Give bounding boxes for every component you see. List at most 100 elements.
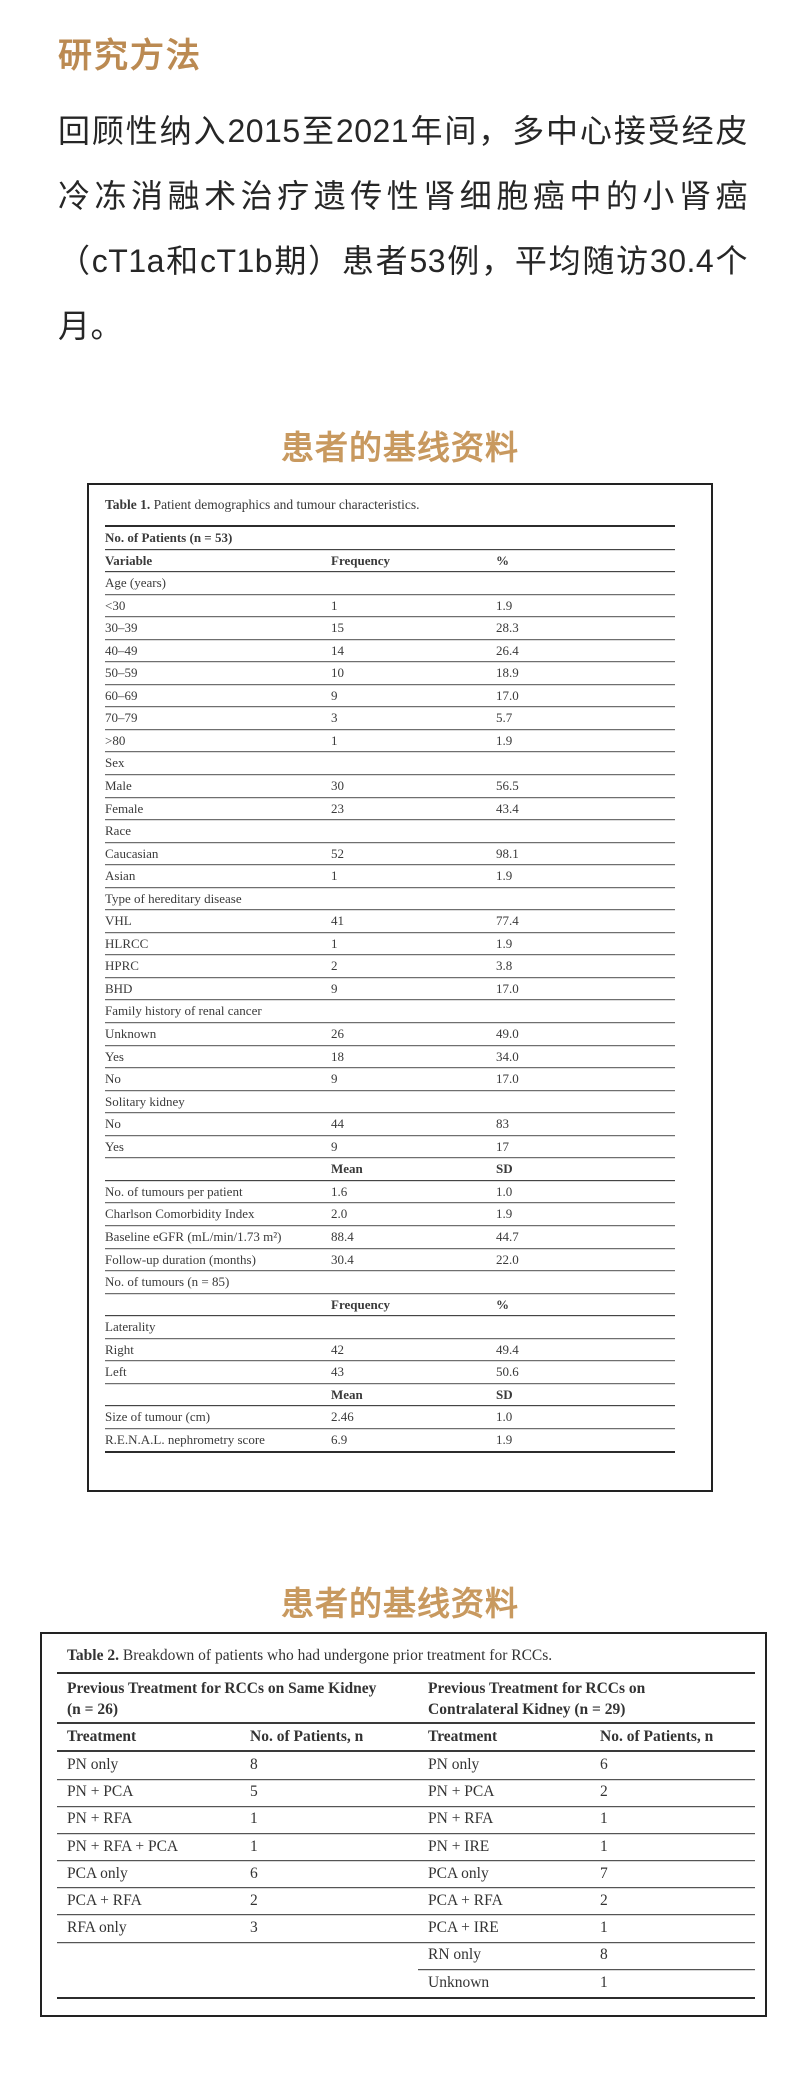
- table1-cell: [496, 1271, 675, 1293]
- section-heading-baseline-1: 患者的基线资料: [281, 429, 519, 466]
- table2-row: PN + RFA 1 PN + RFA 1: [57, 1806, 755, 1834]
- table2-cell: 2: [240, 1888, 418, 1916]
- table1-cell: 3: [331, 710, 338, 726]
- table2-cell: 6: [240, 1861, 418, 1889]
- table1-cell: 17.0: [496, 687, 519, 703]
- table1-cell: >80: [105, 732, 126, 748]
- table2-cell: RFA only: [57, 1915, 240, 1943]
- table1-cell: 30: [331, 778, 344, 794]
- table1-cell: Male: [105, 778, 132, 794]
- table1-row: Mean SD: [105, 1384, 675, 1407]
- table1-row: Right 42 49.4: [105, 1339, 675, 1362]
- table1-cell: 17: [496, 1138, 509, 1154]
- table1-cell: 77.4: [496, 913, 519, 929]
- table1-cell: [331, 1316, 496, 1338]
- table1-cell: [331, 1091, 496, 1113]
- table1-row: No. of tumours per patient 1.6 1.0: [105, 1181, 675, 1204]
- table1-row: R.E.N.A.L. nephrometry score 6.9 1.9: [105, 1429, 675, 1452]
- table1-cell: 5.7: [496, 710, 513, 726]
- table1-cell: Charlson Comorbidity Index: [105, 1206, 255, 1222]
- table1-cell: %: [496, 552, 509, 568]
- table2-group-header-row: Previous Treatment for RCCs on Same Kidn…: [57, 1674, 755, 1724]
- table1-cell: Female: [105, 800, 144, 816]
- table1-cell: 83: [496, 1116, 509, 1132]
- table1-row: No 9 17.0: [105, 1068, 675, 1091]
- table1-cell: 2.46: [331, 1409, 354, 1425]
- table1-cell: 3.8: [496, 958, 513, 974]
- table1-cell: 1.9: [496, 1431, 513, 1447]
- table1-cell: Family history of renal cancer: [105, 1003, 262, 1019]
- table1-cell: Age (years): [105, 575, 166, 591]
- table2-cell: PN only: [57, 1752, 240, 1780]
- table1-cell: 50.6: [496, 1364, 519, 1380]
- table1-cell: %: [496, 1296, 509, 1312]
- table1-row: 70–79 3 5.7: [105, 707, 675, 730]
- table1-cell: [331, 527, 496, 549]
- table1-row: No. of Patients (n = 53): [105, 527, 675, 550]
- table1-cell: 44: [331, 1116, 344, 1132]
- table1-row: Solitary kidney: [105, 1091, 675, 1114]
- table1-row: Asian 1 1.9: [105, 865, 675, 888]
- table1-row: Caucasian 52 98.1: [105, 843, 675, 866]
- table1-row: Unknown 26 49.0: [105, 1023, 675, 1046]
- table1-cell: 1.0: [496, 1409, 513, 1425]
- table1-cell: 1.6: [331, 1183, 348, 1199]
- table1-cell: Caucasian: [105, 845, 159, 861]
- table2-cell: 2: [590, 1779, 755, 1807]
- table2-cell: [240, 1970, 418, 1997]
- table1-cell: 98.1: [496, 845, 519, 861]
- table2-row: RFA only 3 PCA + IRE 1: [57, 1915, 755, 1943]
- table1-cell: Race: [105, 823, 131, 839]
- table1-cell: [105, 1384, 331, 1406]
- table1-cell: [496, 752, 675, 774]
- table2-body: PN only 8 PN only 6 PN + PCA 5 PN + PCA 2 PN + R…: [57, 1752, 755, 1997]
- table1-cell: 60–69: [105, 687, 138, 703]
- table1-cell: 1: [331, 732, 338, 748]
- table1-cell: HLRCC: [105, 935, 149, 951]
- table1-cell: [496, 1091, 675, 1113]
- table1-cell: [496, 1316, 675, 1338]
- table2-cell: 1: [600, 1973, 608, 1991]
- table1-cell: [496, 527, 675, 549]
- table2-cell: PCA + RFA: [418, 1888, 590, 1916]
- table2-figure: Table 2. Breakdown of patients who had u…: [40, 1632, 767, 2017]
- table2-caption: Table 2. Breakdown of patients who had u…: [67, 1646, 755, 1666]
- table1-cell: Mean: [331, 1161, 363, 1177]
- table1-cell: 2: [331, 958, 338, 974]
- table1-cell: [331, 820, 496, 842]
- table1-row: No. of tumours (n = 85): [105, 1271, 675, 1294]
- table2: Previous Treatment for RCCs on Same Kidn…: [57, 1672, 755, 1999]
- table1-cell: [105, 1294, 331, 1316]
- table1-row: Male 30 56.5: [105, 775, 675, 798]
- table1-cell: 9: [331, 687, 338, 703]
- table2-cell: PN + RFA + PCA: [57, 1834, 240, 1862]
- table2-group-header-contralateral-kidney: Previous Treatment for RCCs on Contralat…: [428, 1680, 646, 1718]
- table1-cell: Follow-up duration (months): [105, 1251, 256, 1267]
- table2-col-header: Treatment: [428, 1728, 498, 1745]
- table2-cell: PN only: [418, 1752, 590, 1780]
- table2-caption-label: Table 2.: [67, 1647, 119, 1664]
- table1-cell: Yes: [105, 1048, 124, 1064]
- table2-cell: [57, 1942, 240, 1970]
- table2-row: PN + PCA 5 PN + PCA 2: [57, 1779, 755, 1807]
- table1-cell: Sex: [105, 755, 125, 771]
- table1-cell: No: [105, 1116, 121, 1132]
- table1-row: 30–39 15 28.3: [105, 617, 675, 640]
- table1-cell: 17.0: [496, 1071, 519, 1087]
- table1-cell: 23: [331, 800, 344, 816]
- table1-row: 40–49 14 26.4: [105, 640, 675, 663]
- table1-row: Left 43 50.6: [105, 1361, 675, 1384]
- table2-col-header: Treatment: [67, 1728, 137, 1745]
- table1-cell: 40–49: [105, 642, 138, 658]
- table1-cell: VHL: [105, 913, 132, 929]
- table2-cell: PN + RFA: [57, 1806, 240, 1834]
- table1-cell: [331, 888, 496, 910]
- table1-cell: 1.9: [496, 597, 513, 613]
- table1-cell: [496, 572, 675, 594]
- table1-cell: 52: [331, 845, 344, 861]
- table2-cell: 2: [590, 1888, 755, 1916]
- table2-cell: 8: [240, 1752, 418, 1780]
- table2-row: PN + RFA + PCA 1 PN + IRE 1: [57, 1834, 755, 1862]
- table2-cell: 1: [590, 1915, 755, 1943]
- table1-row: Female 23 43.4: [105, 798, 675, 821]
